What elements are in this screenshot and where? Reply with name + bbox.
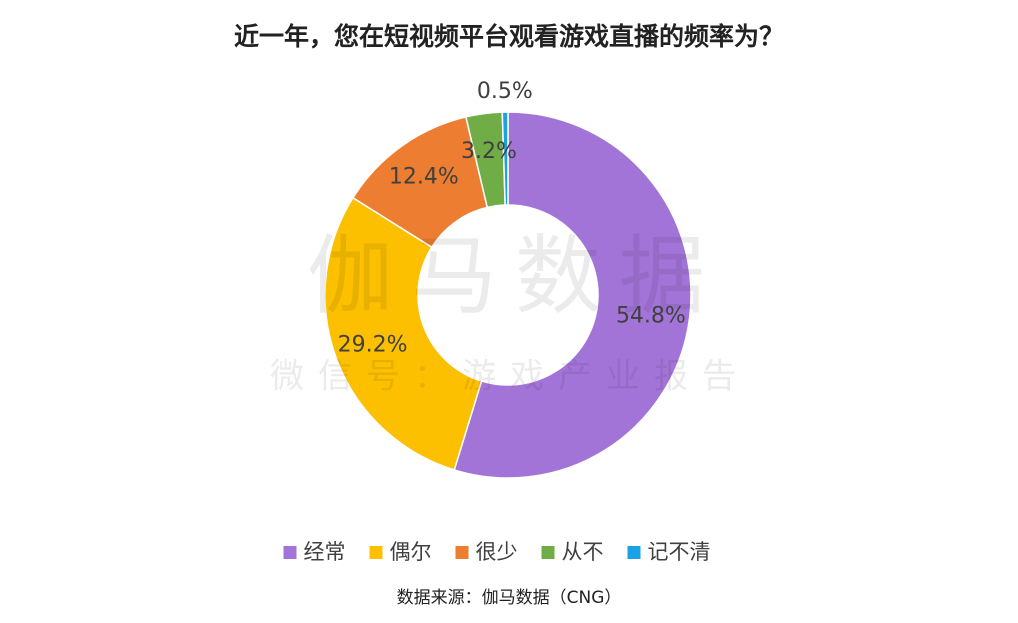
legend-swatch xyxy=(455,546,469,559)
legend-label: 经常 xyxy=(304,540,346,564)
data-label: 3.2% xyxy=(461,139,517,164)
legend-label: 从不 xyxy=(562,540,604,564)
donut-slice xyxy=(453,111,692,479)
data-labels: 54.8% 29.2% 12.4%3.2% 0.5% xyxy=(338,79,686,357)
donut-slice xyxy=(324,196,483,471)
legend-swatch xyxy=(369,546,383,559)
legend-label: 记不清 xyxy=(648,540,711,564)
data-label: 29.2% xyxy=(338,332,408,357)
watermark: 微信号：游戏产业报告 xyxy=(270,357,750,397)
legend-swatch xyxy=(541,546,555,559)
donut-slice xyxy=(501,111,509,206)
legend-swatch xyxy=(283,546,297,559)
legend: 经常 偶尔 很少 从不 记不清 xyxy=(283,540,711,564)
legend-label: 很少 xyxy=(476,540,518,564)
data-label: 0.5% xyxy=(477,79,533,104)
legend-label: 偶尔 xyxy=(390,540,432,564)
donut xyxy=(324,111,692,479)
data-label: 12.4% xyxy=(389,165,459,190)
watermark: 伽马数据 xyxy=(307,226,723,326)
data-label: 54.8% xyxy=(616,303,686,328)
legend-swatch xyxy=(627,546,641,559)
chart-title: 近一年，您在短视频平台观看游戏直播的频率为？ xyxy=(234,22,784,51)
source: 数据来源：伽马数据（CNG） xyxy=(397,588,622,608)
